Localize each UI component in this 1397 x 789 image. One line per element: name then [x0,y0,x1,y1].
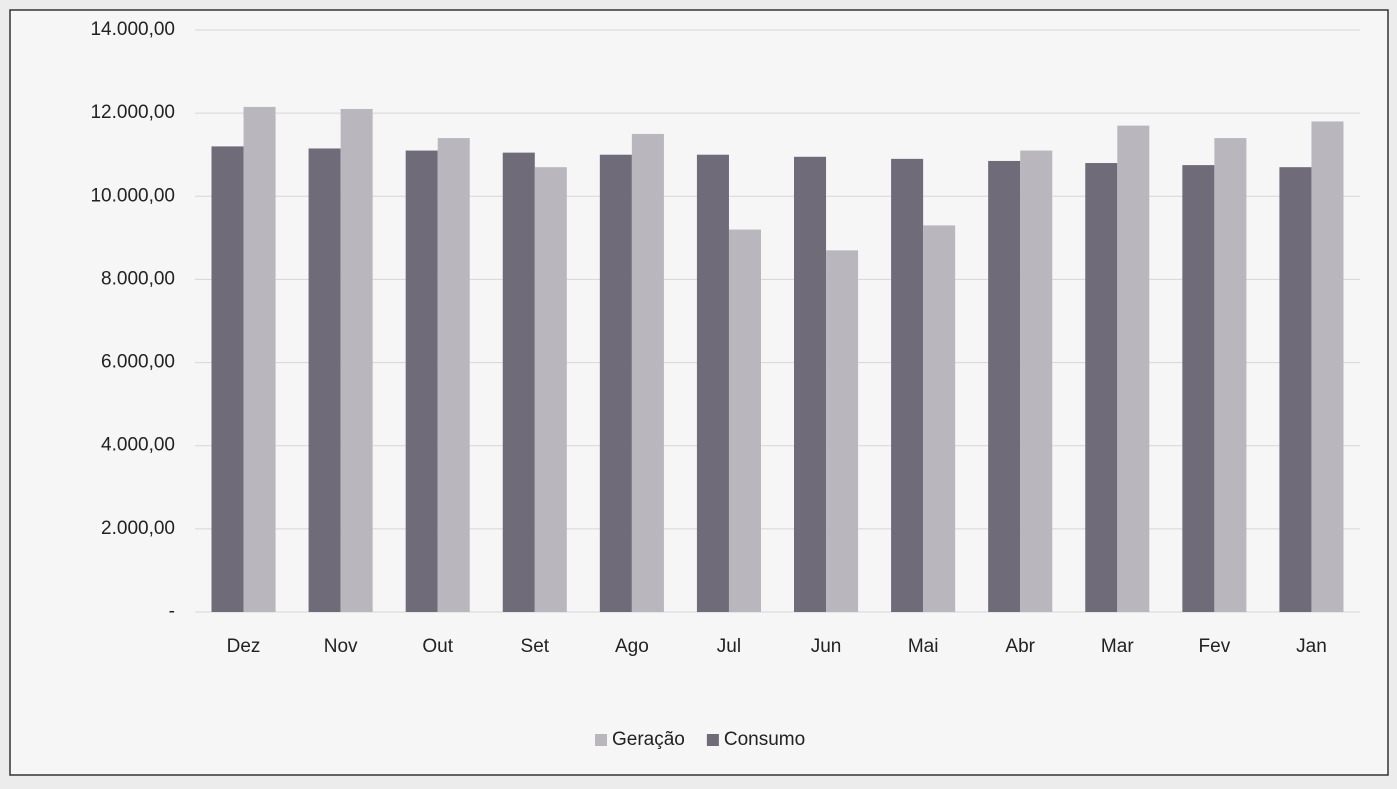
x-tick-label: Jan [1296,636,1327,657]
bar [534,167,567,612]
y-tick-label: 2.000,00 [101,518,175,539]
x-tick-label: Mai [908,636,939,657]
bar [211,146,244,612]
y-tick-label: - [169,601,175,622]
y-tick-label: 6.000,00 [101,352,175,373]
bar [631,133,664,612]
x-tick-label: Jun [811,636,842,657]
x-tick-label: Mar [1101,636,1134,657]
bar [1085,163,1118,612]
y-tick-label: 14.000,00 [90,19,175,40]
bar [243,106,276,613]
bar [826,250,859,613]
x-tick-label: Jul [717,636,741,657]
y-tick-label: 8.000,00 [101,268,175,289]
bar [923,225,956,612]
legend-label: Geração [612,729,685,750]
x-tick-label: Fev [1199,636,1231,657]
bar [1020,150,1053,613]
bar [728,229,761,613]
bar [502,152,535,612]
x-tick-label: Nov [324,636,358,657]
bar [1279,167,1312,612]
bar [794,156,827,613]
legend-label: Consumo [724,729,805,750]
y-tick-label: 12.000,00 [90,102,175,123]
x-tick-label: Set [521,636,550,657]
x-tick-label: Dez [227,636,261,657]
y-tick-label: 10.000,00 [90,185,175,206]
bar [1117,125,1150,612]
x-tick-label: Out [422,636,453,657]
bar [1311,121,1344,612]
bar [1182,165,1215,612]
bar [988,160,1021,612]
legend-swatch [706,734,719,746]
bar [437,138,470,613]
bar [340,108,373,612]
bar [308,148,341,612]
x-tick-label: Abr [1005,636,1035,657]
legend-swatch [595,734,607,746]
bar [1214,138,1247,613]
x-tick-label: Ago [615,636,649,657]
bar [696,154,729,612]
y-tick-label: 4.000,00 [101,435,175,456]
bar [891,158,924,612]
bar [599,154,632,612]
bar [405,150,438,613]
